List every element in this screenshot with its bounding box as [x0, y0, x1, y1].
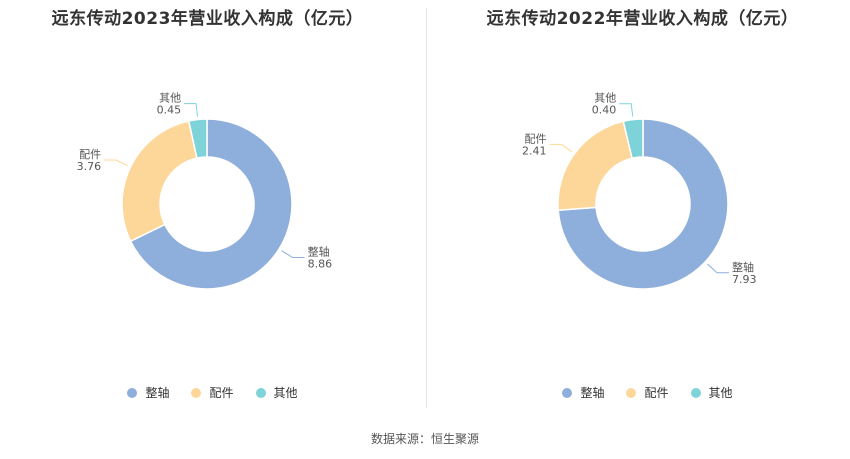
- slice-label-name: 整轴: [308, 245, 330, 259]
- chart-2022: 远东传动2022年营业收入构成（亿元） 整轴 7.93 配件 2.41 其他 0.40 整…: [425, 0, 850, 420]
- slice-label-name: 整轴: [732, 260, 754, 274]
- slice-label-name: 配件: [524, 132, 546, 145]
- legend-label: 其他: [708, 386, 733, 400]
- legend-dot: [191, 387, 202, 398]
- data-source: 数据来源：恒生聚源: [370, 432, 479, 446]
- leader-line: [281, 250, 305, 259]
- legend-label: 整轴: [145, 386, 170, 400]
- legend-label: 配件: [209, 386, 234, 400]
- slice-label-value: 0.45: [157, 104, 182, 117]
- panel-divider: [426, 8, 427, 408]
- legend-dot: [255, 387, 266, 398]
- legend: 整轴 配件 其他: [0, 384, 425, 401]
- legend-item-qita[interactable]: 其他: [690, 384, 733, 401]
- slice-label-name: 配件: [79, 148, 101, 161]
- legend-label: 整轴: [580, 386, 605, 400]
- donut-slice[interactable]: [187, 118, 208, 159]
- slice-label-value: 0.40: [592, 104, 617, 117]
- slice-label-name: 其他: [159, 92, 181, 105]
- donut-slice[interactable]: [557, 118, 729, 290]
- legend-dot: [690, 387, 701, 398]
- donut-slice[interactable]: [622, 118, 644, 160]
- legend-item-qita[interactable]: 其他: [255, 384, 298, 401]
- leader-line: [184, 103, 198, 117]
- slice-label-value: 8.86: [308, 258, 333, 271]
- legend-item-peijian[interactable]: 配件: [626, 384, 669, 401]
- donut-chart: 整轴7.93 配件2.41 其他0.40: [522, 92, 757, 290]
- slice-label-value: 7.93: [732, 273, 757, 286]
- donut-slice[interactable]: [121, 120, 198, 243]
- donut-chart: 整轴8.86 配件3.76 其他0.45: [77, 92, 333, 290]
- slice-label-name: 其他: [594, 92, 616, 105]
- leader-line: [549, 143, 573, 153]
- leader-line: [619, 103, 634, 117]
- legend-dot: [626, 387, 637, 398]
- legend-label: 配件: [644, 386, 669, 400]
- chart-2023: 远东传动2023年营业收入构成（亿元） 整轴 8.86 配件 3.76 其他 0.45 整…: [0, 0, 425, 420]
- slice-label-value: 2.41: [522, 144, 547, 157]
- legend-dot: [562, 387, 573, 398]
- donut-slice[interactable]: [129, 118, 293, 290]
- chart-title: 远东传动2022年营业收入构成（亿元）: [486, 9, 799, 29]
- legend-dot: [127, 387, 138, 398]
- leader-line: [707, 263, 729, 274]
- legend-item-peijian[interactable]: 配件: [191, 384, 234, 401]
- legend-item-zhengzhou[interactable]: 整轴: [127, 384, 169, 401]
- slice-label-value: 3.76: [77, 160, 102, 173]
- legend-item-zhengzhou[interactable]: 整轴: [562, 384, 604, 401]
- chart-title: 远东传动2023年营业收入构成（亿元）: [51, 9, 364, 29]
- legend: 整轴 配件 其他: [435, 384, 850, 401]
- donut-slice[interactable]: [557, 120, 634, 212]
- leader-line: [104, 159, 129, 167]
- legend-label: 其他: [273, 386, 298, 400]
